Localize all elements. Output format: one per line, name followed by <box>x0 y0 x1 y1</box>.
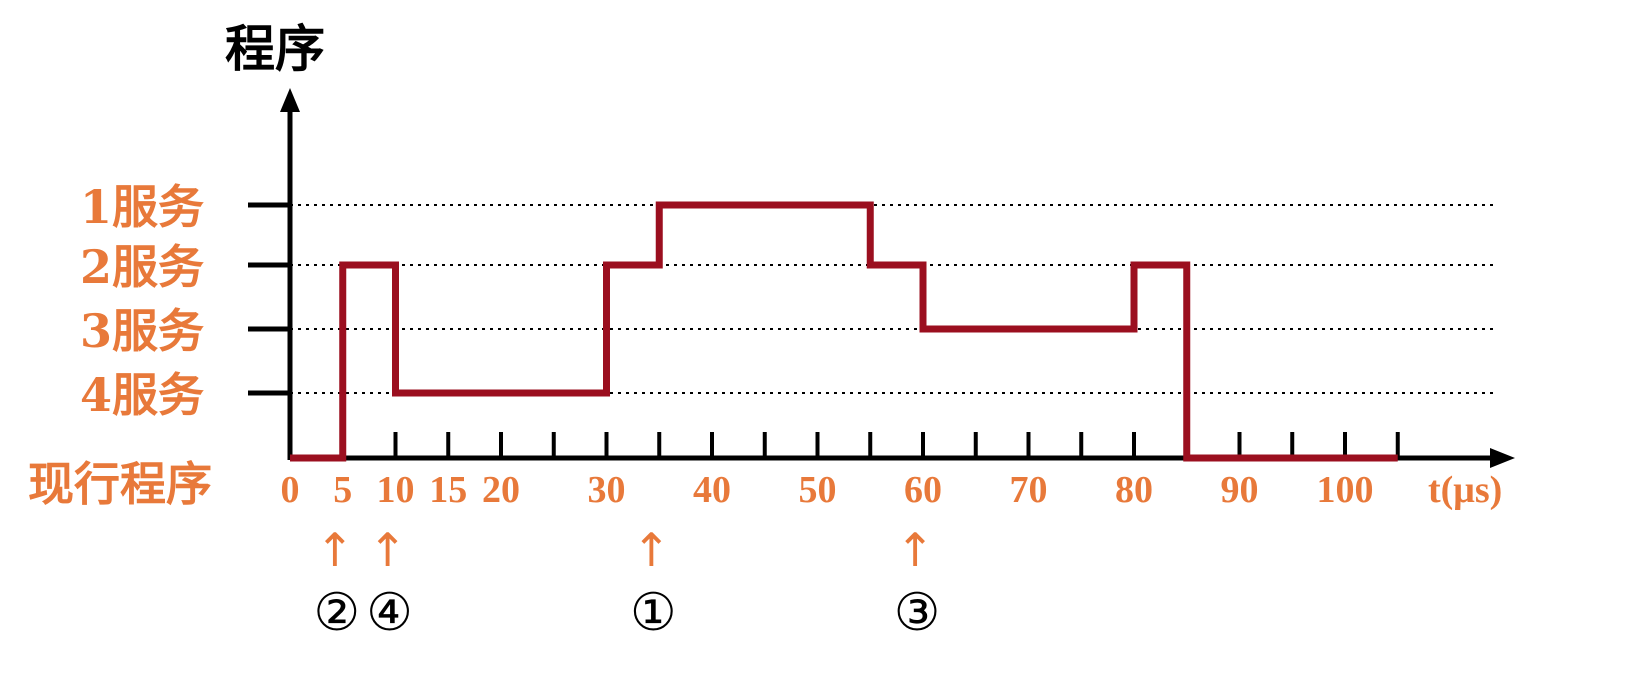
x-tick-label: 5 <box>333 469 352 511</box>
event-arrow: ↑ <box>896 523 935 577</box>
series <box>290 201 1398 462</box>
x-tick-label: 30 <box>588 469 626 511</box>
x-tick-label: 0 <box>281 469 300 511</box>
x-ticks <box>340 432 1400 458</box>
y-axis-arrowhead <box>280 88 300 112</box>
event-label: ② <box>313 583 360 643</box>
event-label: ① <box>630 583 677 643</box>
event-arrow: ↑ <box>632 523 671 577</box>
event-arrow: ↑ <box>315 523 354 577</box>
x-axis-arrowhead <box>1490 448 1515 468</box>
y-level-label: 1服务 <box>80 180 204 234</box>
x-tick-label: 50 <box>799 469 837 511</box>
x-tick-label: 80 <box>1115 469 1153 511</box>
x-tick-label: 40 <box>693 469 731 511</box>
chart-title: 程序 <box>225 20 325 78</box>
y-level-label: 现行程序 <box>28 457 212 511</box>
x-tick-label: 20 <box>482 469 520 511</box>
y-level-label: 4服务 <box>80 368 204 422</box>
x-tick-label: 100 <box>1317 469 1374 511</box>
x-tick-label: 70 <box>1010 469 1048 511</box>
annotations: ↑②↑④↑①↑③ <box>313 523 940 643</box>
axes <box>280 88 1515 468</box>
event-arrow: ↑ <box>368 523 407 577</box>
x-tick-labels: 0 5 10 15 20 30 40 50 60 70 80 90 100 <box>281 469 1374 511</box>
y-level-label: 3服务 <box>80 304 204 358</box>
y-level-label: 2服务 <box>80 240 204 294</box>
event-label: ④ <box>366 583 413 643</box>
x-tick-label: 60 <box>904 469 942 511</box>
y-level-labels: 现行程序 4服务 3服务 2服务 1服务 <box>28 180 212 511</box>
x-tick-label: 90 <box>1221 469 1259 511</box>
event-label: ③ <box>894 583 941 643</box>
step-series-line <box>290 201 1398 462</box>
x-tick-label: 10 <box>377 469 415 511</box>
x-tick-label: 15 <box>429 469 467 511</box>
x-axis-label: t(μs) <box>1428 469 1502 511</box>
